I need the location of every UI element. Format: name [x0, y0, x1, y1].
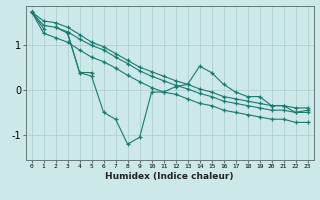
X-axis label: Humidex (Indice chaleur): Humidex (Indice chaleur) [105, 172, 234, 181]
